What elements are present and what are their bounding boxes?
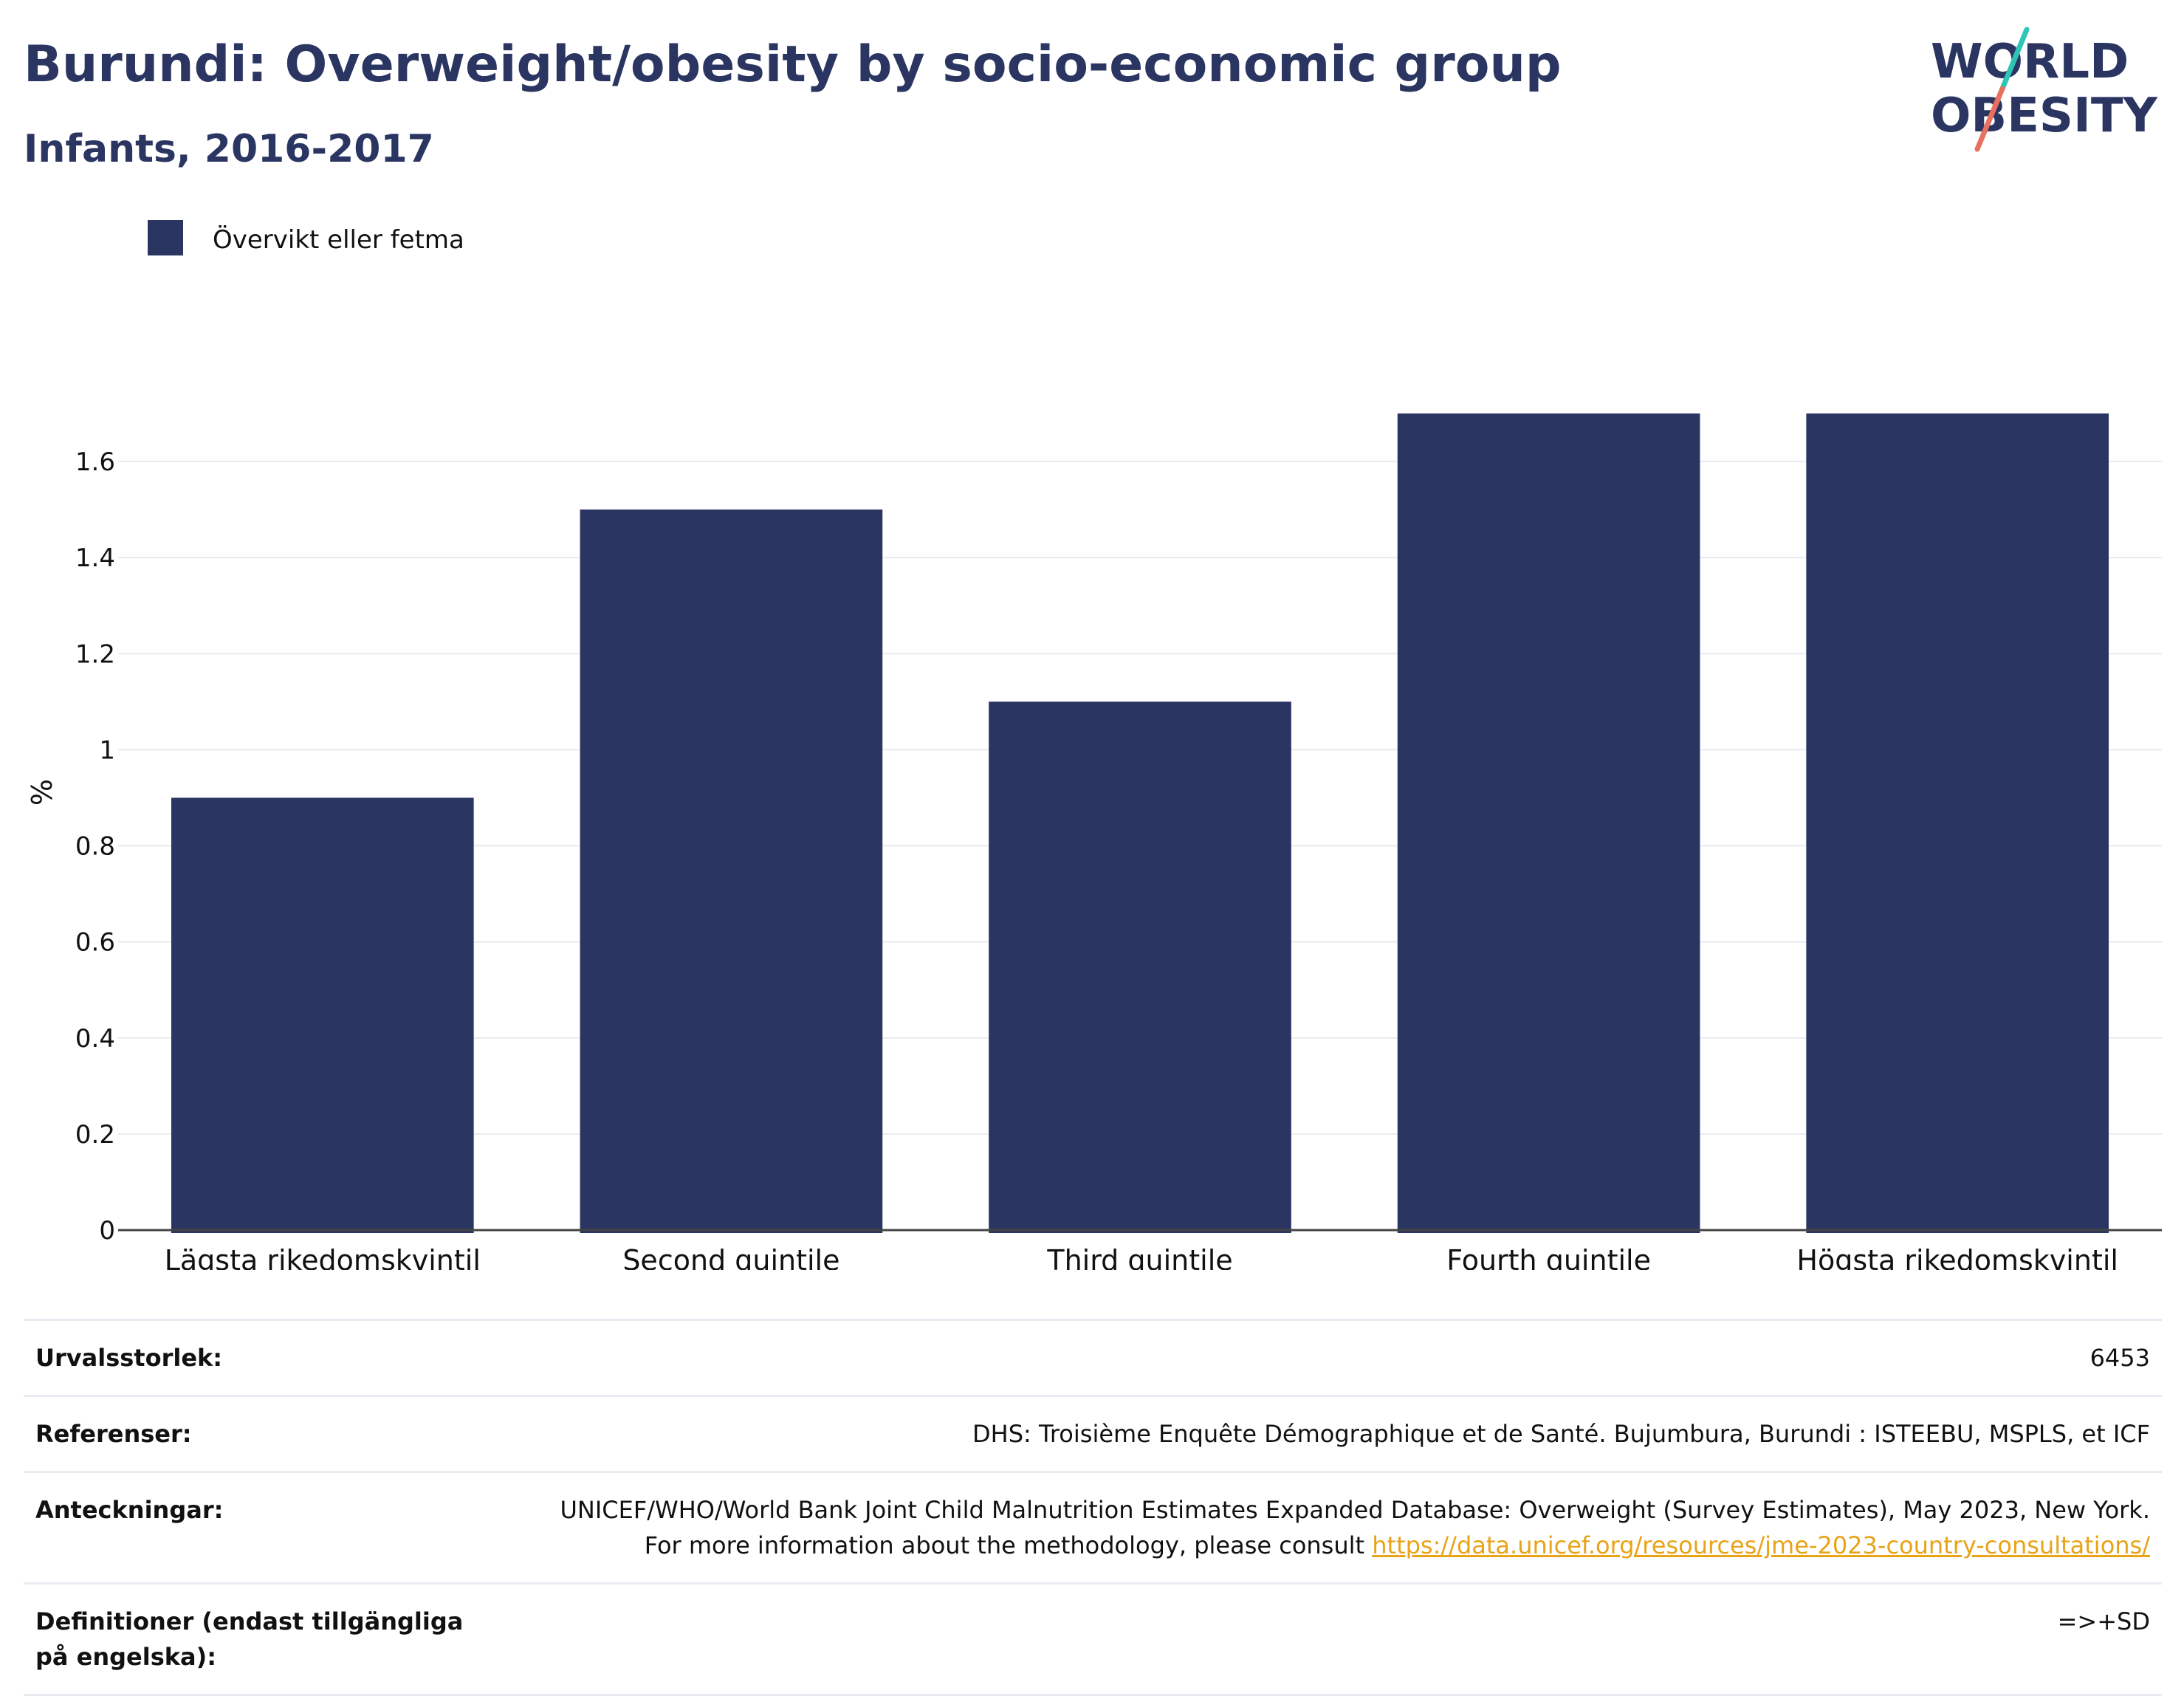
y-tick-label: 1.2 <box>75 639 115 669</box>
references-label: Referenser: <box>35 1420 192 1448</box>
bars <box>171 413 2109 1233</box>
notes-label: Anteckningar: <box>35 1496 224 1524</box>
legend-label: Övervikt eller fetma <box>213 224 464 255</box>
bar-chart: Övervikt eller fetma 0 0.2 0.4 0.6 0.8 1 1.2 1.… <box>26 220 2162 1270</box>
notes-value: UNICEF/WHO/World Bank Joint Child Malnut… <box>505 1472 2162 1584</box>
logo-slash-top <box>1999 27 2030 92</box>
info-row-references: Referenser: DHS: Troisième Enquête Démog… <box>24 1395 2162 1472</box>
chart-subtitle: Infants, 2016-2017 <box>24 127 434 171</box>
y-tick-label: 0 <box>99 1216 115 1246</box>
info-table: Urvalsstorlek: 6453 Referenser: DHS: Tro… <box>24 1319 2162 1696</box>
legend: Övervikt eller fetma <box>148 220 464 255</box>
y-tick-label: 1 <box>99 735 115 765</box>
bar <box>989 701 1291 1233</box>
logo-text-obesity: OBESITY <box>1931 89 2157 143</box>
y-tick-label: 0.6 <box>75 928 115 958</box>
y-axis-label: % <box>26 779 58 806</box>
x-tick-label: Third quintile <box>1046 1244 1232 1270</box>
definitions-value: =>+SD <box>2057 1607 2150 1635</box>
x-tick-label: Lägsta rikedomskvintil <box>165 1244 481 1270</box>
y-axis-ticks: 0 0.2 0.4 0.6 0.8 1 1.2 1.4 1.6 <box>75 447 115 1246</box>
bar <box>580 509 883 1233</box>
notes-text: UNICEF/WHO/World Bank Joint Child Malnut… <box>560 1496 2151 1559</box>
sample-size-value: 6453 <box>2089 1344 2150 1372</box>
bar <box>1806 413 2109 1233</box>
bar <box>1397 413 1700 1233</box>
y-tick-label: 0.8 <box>75 832 115 862</box>
references-value: DHS: Troisième Enquête Démographique et … <box>972 1420 2150 1448</box>
info-row-notes: Anteckningar: UNICEF/WHO/World Bank Join… <box>24 1472 2162 1584</box>
legend-swatch <box>148 220 183 255</box>
world-obesity-logo: WORLD OBESITY <box>1931 27 2157 152</box>
x-tick-label: Second quintile <box>622 1244 839 1270</box>
y-tick-label: 1.4 <box>75 543 115 573</box>
x-axis-ticks: Lägsta rikedomskvintil Second quintile Thi… <box>165 1244 2118 1270</box>
y-tick-label: 0.2 <box>75 1120 115 1150</box>
y-tick-label: 0.4 <box>75 1024 115 1054</box>
x-tick-label: Högsta rikedomskvintil <box>1796 1244 2118 1270</box>
info-row-sample-size: Urvalsstorlek: 6453 <box>24 1319 2162 1396</box>
info-row-definitions: Definitioner (endast tillgängliga på eng… <box>24 1583 2162 1695</box>
y-tick-label: 1.6 <box>75 447 115 477</box>
x-tick-label: Fourth quintile <box>1446 1244 1651 1270</box>
chart-title: Burundi: Overweight/obesity by socio-eco… <box>24 35 1562 94</box>
sample-size-label: Urvalsstorlek: <box>35 1344 223 1372</box>
methodology-link[interactable]: https://data.unicef.org/resources/jme-20… <box>1372 1531 2150 1559</box>
bar <box>171 797 474 1233</box>
logo-slash-bottom <box>1974 86 2005 152</box>
logo-text-world: WORLD <box>1931 35 2129 89</box>
definitions-label: Definitioner (endast tillgängliga på eng… <box>35 1607 464 1671</box>
